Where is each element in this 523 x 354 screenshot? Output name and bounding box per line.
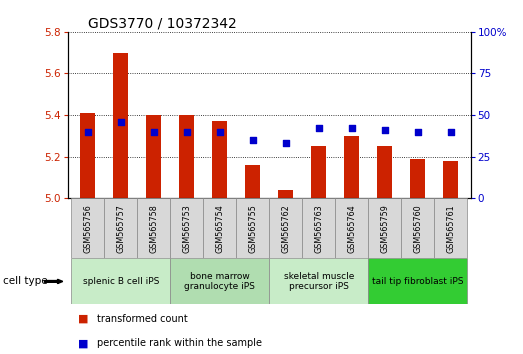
Text: GSM565762: GSM565762 (281, 204, 290, 253)
Point (282, 141, 290, 146)
Point (348, 126, 356, 131)
Bar (411, 159, 425, 198)
Point (315, 126, 323, 131)
Text: GSM565760: GSM565760 (413, 204, 423, 253)
Text: GSM565756: GSM565756 (83, 204, 92, 253)
Point (150, 129, 158, 135)
Text: GSM565763: GSM565763 (314, 204, 323, 253)
Bar (278, 190, 293, 198)
Text: GSM565753: GSM565753 (183, 204, 191, 253)
FancyBboxPatch shape (435, 198, 468, 258)
Bar (113, 53, 128, 198)
Point (447, 129, 455, 135)
FancyBboxPatch shape (170, 258, 269, 304)
Bar (212, 121, 228, 198)
FancyBboxPatch shape (170, 198, 203, 258)
FancyBboxPatch shape (104, 198, 138, 258)
Text: cell type: cell type (3, 276, 47, 286)
Bar (378, 146, 392, 198)
Point (381, 127, 389, 133)
Text: GSM565764: GSM565764 (347, 204, 356, 253)
Text: splenic B cell iPS: splenic B cell iPS (83, 277, 159, 286)
Bar (311, 146, 326, 198)
FancyBboxPatch shape (269, 198, 302, 258)
Point (215, 129, 224, 135)
Text: GSM565758: GSM565758 (149, 204, 158, 253)
Bar (345, 136, 359, 198)
Point (414, 129, 422, 135)
Bar (245, 165, 260, 198)
Text: ■: ■ (78, 338, 89, 348)
Text: GSM565761: GSM565761 (447, 204, 456, 253)
Point (117, 119, 125, 125)
FancyBboxPatch shape (335, 198, 368, 258)
FancyBboxPatch shape (401, 198, 435, 258)
Text: ■: ■ (78, 314, 89, 324)
FancyBboxPatch shape (203, 198, 236, 258)
FancyBboxPatch shape (236, 198, 269, 258)
Point (84, 129, 92, 135)
FancyBboxPatch shape (71, 258, 170, 304)
Text: tail tip fibroblast iPS: tail tip fibroblast iPS (372, 277, 463, 286)
Text: bone marrow
granulocyte iPS: bone marrow granulocyte iPS (185, 272, 255, 291)
Text: percentile rank within the sample: percentile rank within the sample (97, 338, 262, 348)
Bar (146, 115, 161, 198)
FancyBboxPatch shape (269, 258, 368, 304)
Text: GSM565755: GSM565755 (248, 204, 257, 253)
Text: GSM565759: GSM565759 (380, 204, 390, 253)
FancyBboxPatch shape (302, 198, 335, 258)
FancyBboxPatch shape (368, 258, 468, 304)
Text: skeletal muscle
precursor iPS: skeletal muscle precursor iPS (283, 272, 354, 291)
Bar (81, 113, 95, 198)
Text: GSM565757: GSM565757 (116, 204, 126, 253)
Bar (179, 115, 194, 198)
Bar (444, 161, 458, 198)
FancyBboxPatch shape (71, 198, 104, 258)
Text: transformed count: transformed count (97, 314, 188, 324)
Text: GDS3770 / 10372342: GDS3770 / 10372342 (88, 17, 237, 31)
Point (183, 129, 191, 135)
FancyBboxPatch shape (138, 198, 170, 258)
Text: GSM565754: GSM565754 (215, 204, 224, 253)
Point (248, 137, 257, 143)
FancyBboxPatch shape (368, 198, 401, 258)
